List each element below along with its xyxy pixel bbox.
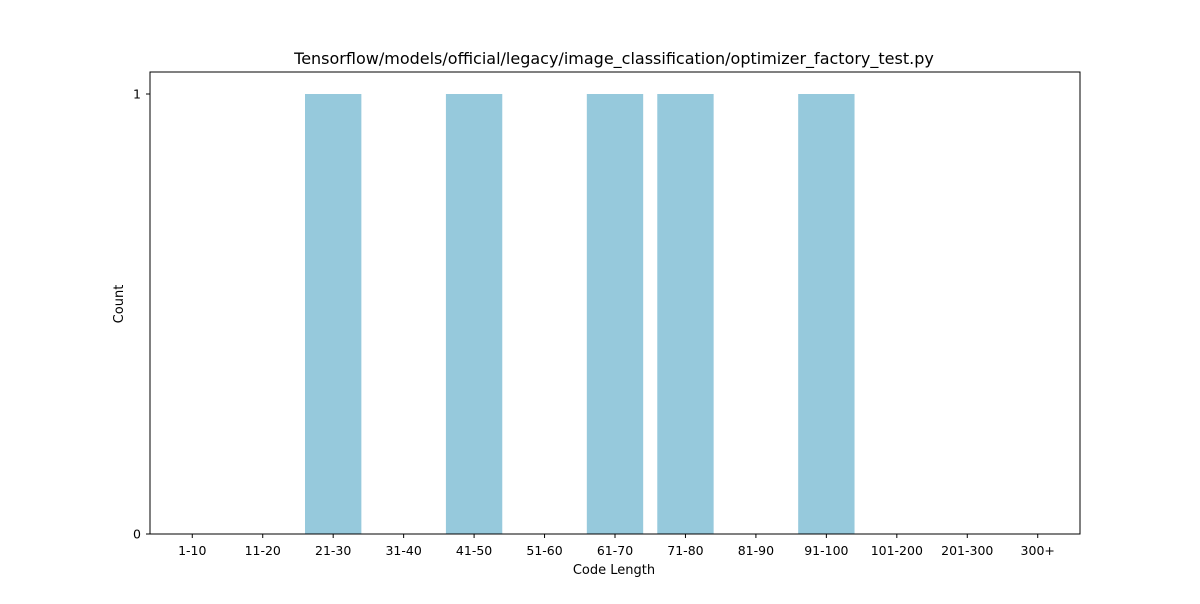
bar-21-30 <box>305 94 362 534</box>
x-tick-label: 91-100 <box>804 543 848 558</box>
x-tick-label: 11-20 <box>245 543 281 558</box>
bar-91-100 <box>798 94 855 534</box>
x-ticks-group: 1-10 11-20 21-30 31-40 41-50 51-60 61-70 71-80 8… <box>178 534 1055 558</box>
bar-71-80 <box>657 94 714 534</box>
plot-area-frame <box>149 71 1081 535</box>
x-tick-label: 51-60 <box>526 543 562 558</box>
x-axis-label: Code Length <box>573 563 655 578</box>
y-tick-label: 1 <box>133 87 141 102</box>
y-axis-label: Count <box>112 285 127 324</box>
x-tick-label: 31-40 <box>385 543 421 558</box>
x-tick-label: 21-30 <box>315 543 351 558</box>
bar-61-70 <box>586 94 644 534</box>
x-tick-label: 1-10 <box>178 543 206 558</box>
x-tick-label: 201-300 <box>941 543 993 558</box>
x-tick-label: 71-80 <box>667 543 703 558</box>
bars-group <box>305 94 855 534</box>
y-ticks-group: 01 <box>133 87 150 542</box>
x-tick-label: 61-70 <box>597 543 633 558</box>
y-tick-label: 0 <box>133 527 141 542</box>
x-tick-label: 41-50 <box>456 543 492 558</box>
x-tick-label: 300+ <box>1021 543 1055 558</box>
bar-41-50 <box>445 94 503 534</box>
chart-title: Tensorflow/models/official/legacy/image_… <box>293 49 934 69</box>
x-tick-label: 101-200 <box>871 543 923 558</box>
x-tick-label: 81-90 <box>738 543 774 558</box>
